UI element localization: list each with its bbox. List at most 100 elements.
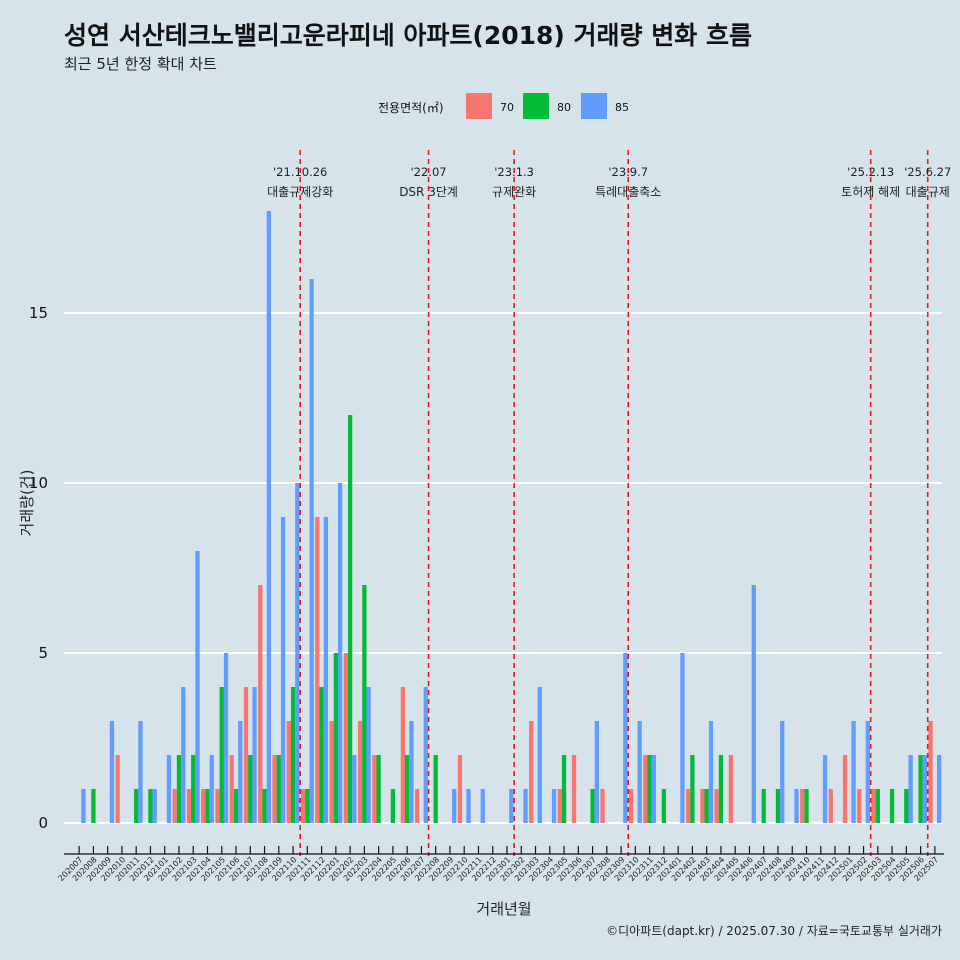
bar-85-202106 bbox=[238, 721, 243, 823]
y-tick-label: 0 bbox=[38, 814, 48, 832]
bars bbox=[81, 211, 942, 823]
bar-85-202309 bbox=[623, 653, 628, 823]
bar-80-202402 bbox=[690, 755, 695, 823]
bar-70-202206 bbox=[400, 687, 406, 823]
bar-80-202104 bbox=[205, 789, 210, 823]
chart-title: 성연 서산테크노밸리고운라피네 아파트(2018) 거래량 변화 흐름 bbox=[64, 21, 752, 50]
bar-85-202401 bbox=[680, 653, 685, 823]
bar-70-202103 bbox=[186, 789, 192, 823]
bar-85-202406 bbox=[751, 585, 756, 823]
legend-swatch-80 bbox=[523, 93, 549, 119]
bar-80-202307 bbox=[590, 789, 595, 823]
bar-70-202204 bbox=[372, 755, 377, 823]
bar-70-202108 bbox=[258, 585, 263, 823]
event-label: 규제완화 bbox=[492, 185, 536, 199]
bar-80-202504 bbox=[889, 789, 895, 823]
bar-85-202211 bbox=[480, 789, 485, 823]
bar-80-202011 bbox=[134, 789, 139, 823]
bar-80-202403 bbox=[704, 789, 709, 823]
event-label: 대출규제 bbox=[906, 185, 950, 199]
bar-85-202007 bbox=[81, 789, 86, 823]
bar-70-202501 bbox=[842, 755, 848, 823]
bar-70-202109 bbox=[272, 755, 277, 823]
bar-85-202307 bbox=[594, 721, 599, 823]
event-date: '21.10.26 bbox=[273, 165, 327, 179]
bar-80-202112 bbox=[319, 687, 324, 823]
bar-85-202009 bbox=[109, 721, 115, 823]
y-tick-label: 10 bbox=[29, 474, 48, 492]
event-markers: '21.10.26 대출규제강화 '22.07 DSR 3단계 '23.1.3 규제완화 '… bbox=[267, 150, 951, 856]
bar-80-202108 bbox=[262, 789, 267, 823]
bar-85-202408 bbox=[780, 721, 785, 823]
bar-85-202302 bbox=[523, 789, 528, 823]
legend-label-80: 80 bbox=[557, 101, 571, 114]
bar-70-202405 bbox=[728, 755, 734, 823]
bar-85-202310 bbox=[637, 721, 642, 823]
bar-85-202107 bbox=[252, 687, 257, 823]
bar-85-202101 bbox=[166, 755, 172, 823]
bar-80-202503 bbox=[875, 789, 880, 823]
bar-80-202206 bbox=[405, 755, 410, 823]
bar-80-202305 bbox=[561, 755, 567, 823]
bar-70-202410 bbox=[800, 789, 805, 823]
bar-70-202105 bbox=[215, 789, 220, 823]
bar-70-202111 bbox=[300, 789, 306, 823]
bar-70-202202 bbox=[343, 653, 348, 823]
bar-85-202112 bbox=[323, 517, 329, 823]
event-date: '25.2.13 bbox=[847, 165, 894, 179]
bar-80-202012 bbox=[148, 789, 153, 823]
bar-80-202208 bbox=[433, 755, 438, 823]
bar-85-202304 bbox=[551, 789, 557, 823]
bar-70-202402 bbox=[685, 789, 691, 823]
y-tick-label: 5 bbox=[38, 644, 48, 662]
bar-70-202503 bbox=[871, 789, 876, 823]
bar-80-202312 bbox=[661, 789, 667, 823]
legend-title: 전용면적(㎡) bbox=[378, 101, 444, 115]
bar-80-202008 bbox=[91, 789, 96, 823]
bar-70-202203 bbox=[357, 721, 363, 823]
bar-85-202012 bbox=[152, 789, 157, 823]
bar-85-202109 bbox=[280, 517, 286, 823]
bar-70-202306 bbox=[571, 755, 577, 823]
legend-label-70: 70 bbox=[500, 101, 514, 114]
bar-70-202201 bbox=[329, 721, 334, 823]
bar-80-202404 bbox=[718, 755, 724, 823]
bar-80-202204 bbox=[376, 755, 381, 823]
bar-80-202110 bbox=[290, 687, 296, 823]
event-date: '23.1.3 bbox=[494, 165, 534, 179]
bar-70-202507 bbox=[928, 721, 933, 823]
bar-85-202507 bbox=[937, 755, 942, 823]
bar-85-202506 bbox=[922, 755, 928, 823]
bar-70-202403 bbox=[700, 789, 705, 823]
bar-70-202303 bbox=[529, 721, 534, 823]
x-axis: 2020072020082020092020102020112020122021… bbox=[57, 846, 944, 883]
legend-swatch-85 bbox=[581, 93, 607, 119]
bar-85-202102 bbox=[181, 687, 186, 823]
legend-swatch-70 bbox=[466, 93, 492, 119]
bar-85-202201 bbox=[337, 483, 343, 823]
bar-70-202308 bbox=[600, 789, 605, 823]
bar-85-202207 bbox=[423, 687, 428, 823]
y-axis-ticks: 0 5 10 15 bbox=[29, 304, 48, 832]
bar-85-202311 bbox=[651, 755, 657, 823]
bar-85-202209 bbox=[452, 789, 457, 823]
bar-70-202412 bbox=[828, 789, 833, 823]
bar-85-202501 bbox=[851, 721, 856, 823]
event-label: 특례대출축소 bbox=[595, 185, 661, 199]
bar-80-202106 bbox=[233, 789, 239, 823]
bar-85-202206 bbox=[409, 721, 414, 823]
bar-70-202502 bbox=[857, 789, 862, 823]
y-tick-label: 15 bbox=[29, 304, 48, 322]
bar-70-202102 bbox=[172, 789, 177, 823]
bar-80-202109 bbox=[276, 755, 281, 823]
bar-80-202410 bbox=[804, 789, 809, 823]
bar-85-202011 bbox=[138, 721, 143, 823]
bar-85-202502 bbox=[865, 721, 870, 823]
bar-80-202102 bbox=[176, 755, 182, 823]
bar-80-202408 bbox=[775, 789, 781, 823]
bar-70-202207 bbox=[415, 789, 420, 823]
bar-85-202301 bbox=[509, 789, 514, 823]
bar-85-202411 bbox=[822, 755, 828, 823]
bar-85-202202 bbox=[352, 755, 357, 823]
bar-80-202107 bbox=[248, 755, 253, 823]
